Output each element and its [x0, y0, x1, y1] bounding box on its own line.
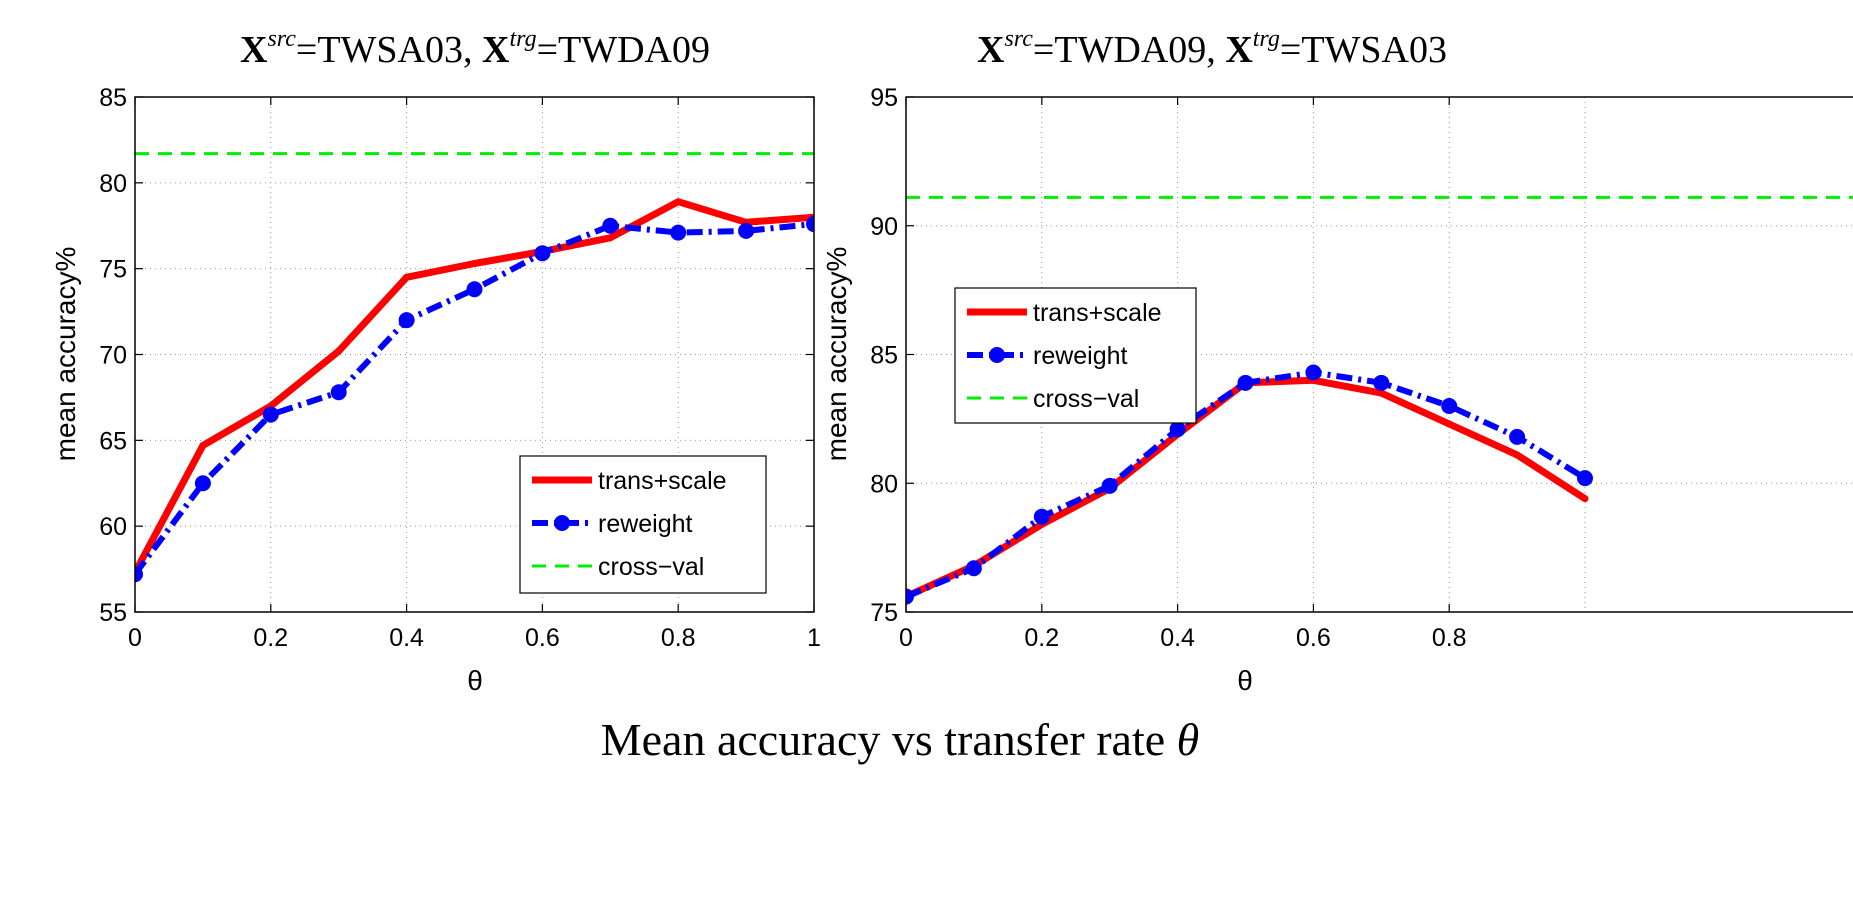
tick-label-x: 0 — [899, 624, 913, 652]
data-point-reweight — [1033, 508, 1050, 525]
data-point-reweight — [806, 216, 814, 233]
data-point-reweight — [466, 281, 483, 298]
data-point-reweight — [398, 312, 415, 329]
tick-label-x: 0 — [128, 624, 142, 652]
figure-caption: Mean accuracy vs transfer rate θ — [601, 714, 1200, 765]
data-point-transscale — [1581, 495, 1589, 503]
data-point-transscale — [199, 441, 207, 449]
data-point-reweight — [1441, 398, 1458, 414]
chart-right-axes-box — [905, 96, 1853, 613]
title-left-x1: X — [240, 29, 267, 71]
tick-label-x: 0.2 — [1024, 624, 1059, 652]
chart-right-grid — [906, 97, 1853, 612]
legend-label: reweight — [1033, 342, 1128, 370]
tick-label-x: 0.6 — [525, 624, 560, 652]
chart-right-legend: trans+scale reweight cross−val — [954, 287, 1197, 424]
tick-label-y: 85 — [99, 84, 127, 112]
legend-label: trans+scale — [598, 467, 727, 495]
legend-label: cross−val — [1033, 385, 1139, 413]
title-left-val1: =TWSA03, — [296, 29, 482, 71]
data-point-reweight — [330, 384, 347, 401]
data-point-reweight — [965, 560, 982, 577]
tick-label-y: 65 — [99, 427, 127, 455]
chart-left-title: Xsrc=TWSA03, Xtrg=TWDA09 — [240, 26, 710, 71]
title-right-x2: X — [1225, 29, 1252, 71]
tick-label-y: 55 — [99, 599, 127, 627]
tick-label-x: 0.8 — [661, 624, 696, 652]
data-point-reweight — [738, 222, 755, 239]
legend-label: trans+scale — [1033, 299, 1162, 327]
data-point-transscale — [1377, 389, 1385, 397]
title-left-val2: =TWDA09 — [537, 29, 710, 71]
data-point-reweight — [602, 217, 619, 234]
tick-label-x: 0.6 — [1296, 624, 1331, 652]
tick-label-y: 75 — [870, 599, 898, 627]
tick-label-y: 85 — [870, 342, 898, 370]
title-right-sup1: src — [1004, 26, 1033, 52]
legend-marker — [993, 308, 1001, 316]
title-right-val2: =TWSA03 — [1280, 29, 1447, 71]
legend-marker — [558, 476, 566, 484]
chart-left-legend: trans+scale reweight cross−val — [519, 455, 767, 594]
data-point-reweight — [1237, 374, 1254, 391]
tick-label-y: 80 — [870, 470, 898, 498]
caption-symbol: θ — [1177, 714, 1200, 765]
chart-right-series — [906, 195, 1853, 605]
data-point-reweight — [1577, 470, 1593, 487]
chart-right-ticks: 75 80 85 90 95 0 0.2 0.4 0.6 0.8 — [870, 84, 1466, 652]
tick-label-x: 0.4 — [1160, 624, 1195, 652]
chart-left-ticks: 55 60 65 70 75 80 85 0 0.2 0.4 0.6 0.8 1 — [99, 84, 821, 652]
caption-text: Mean accuracy vs transfer rate — [601, 714, 1177, 765]
chart-left-axes-box — [134, 96, 815, 613]
data-point-reweight — [194, 475, 211, 492]
tick-label-y: 75 — [99, 256, 127, 284]
data-point-reweight — [1101, 477, 1118, 494]
tick-label-y: 95 — [870, 84, 898, 112]
data-point-transscale — [335, 347, 343, 355]
legend-marker — [989, 347, 1005, 363]
data-point-transscale — [1513, 451, 1521, 459]
tick-label-y: 70 — [99, 342, 127, 370]
title-left-x2: X — [482, 29, 509, 71]
legend-label: cross−val — [598, 553, 704, 581]
data-point-reweight — [1373, 374, 1390, 391]
tick-label-y: 80 — [99, 170, 127, 198]
title-right-x1: X — [977, 29, 1004, 71]
tick-label-y: 60 — [99, 513, 127, 541]
series-line-reweight — [135, 221, 814, 576]
title-left-sup1: src — [267, 26, 296, 52]
legend-marker — [554, 515, 570, 531]
data-point-reweight — [906, 588, 914, 605]
data-point-reweight — [1305, 364, 1322, 381]
data-point-reweight — [1509, 428, 1526, 445]
title-right-sup2: trg — [1253, 26, 1280, 52]
data-point-transscale — [471, 260, 478, 268]
chart-left-ylabel: mean accuracy% — [50, 247, 81, 462]
data-point-reweight — [262, 406, 279, 423]
data-point-transscale — [403, 273, 411, 281]
chart-left: Xsrc=TWSA03, Xtrg=TWDA09 55 60 65 70 75 80 85 0… — [50, 26, 821, 696]
tick-label-y: 90 — [870, 213, 898, 241]
chart-left-series — [135, 152, 814, 583]
data-point-reweight — [135, 566, 143, 583]
tick-label-x: 0.8 — [1432, 624, 1467, 652]
title-left-sup2: trg — [509, 26, 536, 52]
data-point-reweight — [1169, 421, 1186, 438]
data-point-transscale — [1445, 420, 1453, 428]
legend-label: reweight — [598, 510, 693, 538]
chart-right: Xsrc=TWDA09, Xtrg=TWSA03 75 80 85 90 95 0 0.2 0… — [821, 26, 1853, 696]
data-point-transscale — [674, 198, 682, 206]
chart-right-ylabel: mean accuracy% — [821, 247, 852, 462]
tick-label-x: 0.2 — [253, 624, 288, 652]
chart-right-title: Xsrc=TWDA09, Xtrg=TWSA03 — [977, 26, 1447, 71]
tick-label-x: 1 — [807, 624, 821, 652]
data-point-reweight — [670, 224, 687, 241]
chart-left-xlabel: θ — [467, 665, 483, 696]
data-point-transscale — [606, 234, 614, 242]
title-right-val1: =TWDA09, — [1033, 29, 1225, 71]
data-point-reweight — [534, 245, 551, 262]
tick-label-x: 0.4 — [389, 624, 424, 652]
chart-right-xlabel: θ — [1237, 665, 1253, 696]
